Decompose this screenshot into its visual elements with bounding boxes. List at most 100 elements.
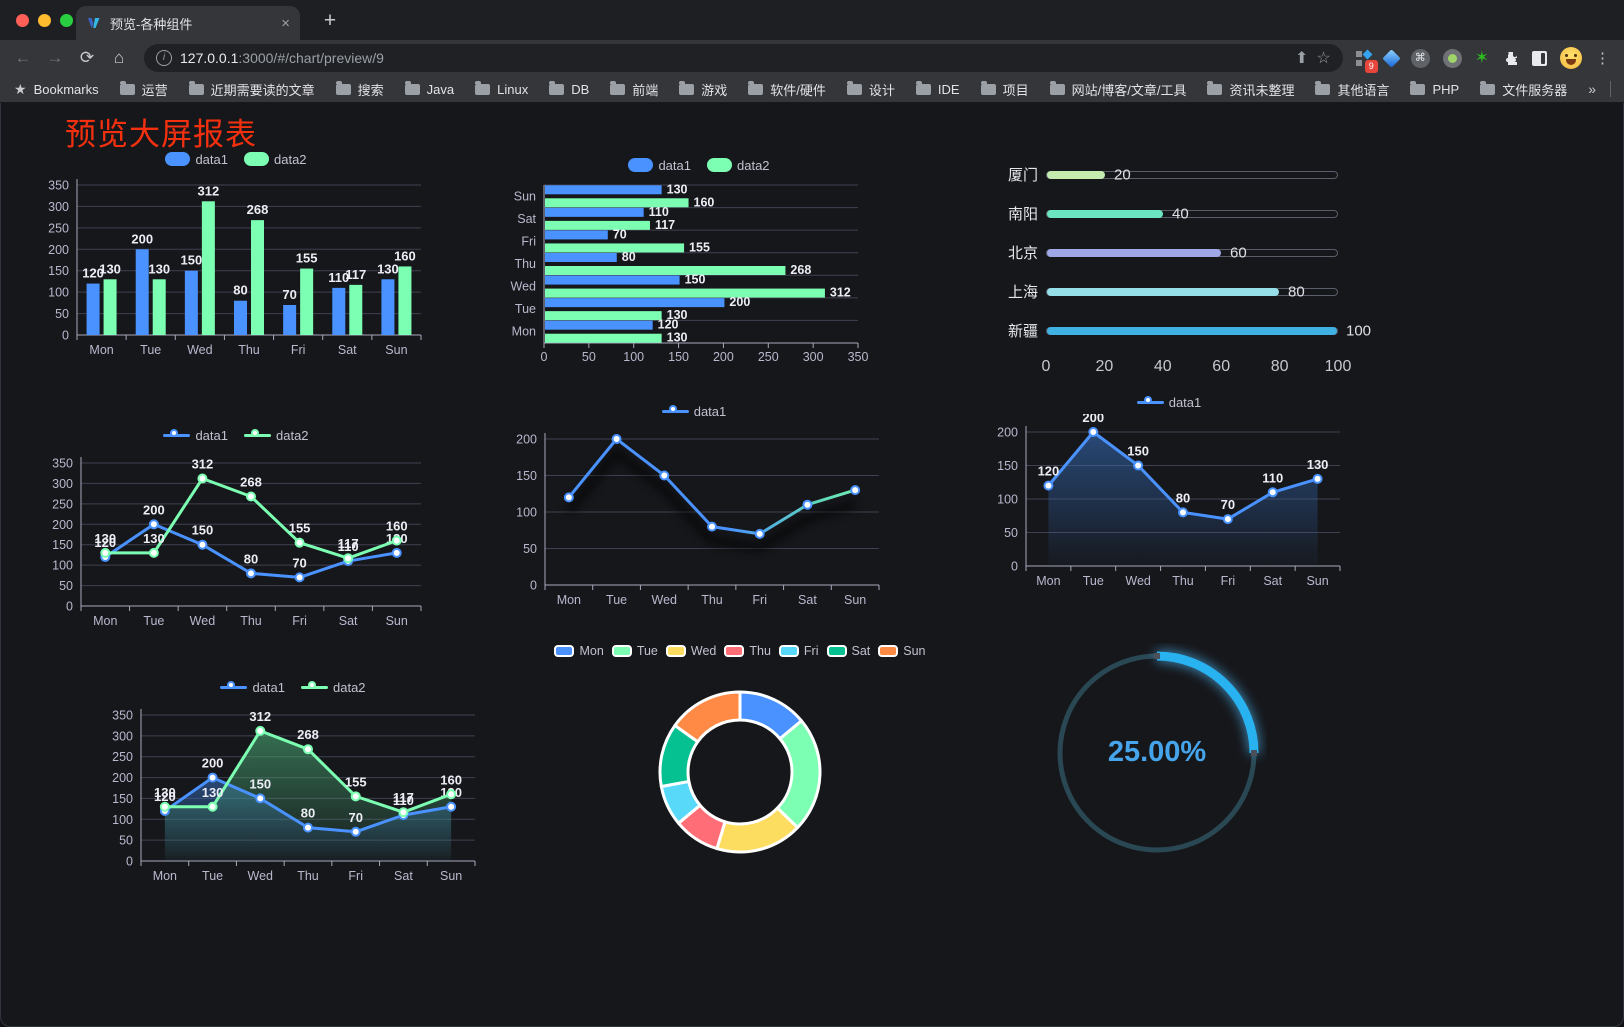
address-bar[interactable]: i 127.0.0.1:3000/#/chart/preview/9 ⬆ ☆ <box>144 44 1343 72</box>
back-icon[interactable]: ← <box>14 48 32 67</box>
legend-item[interactable]: data2 <box>244 152 307 167</box>
legend-item[interactable]: data1 <box>165 152 228 167</box>
svg-text:150: 150 <box>181 253 203 268</box>
bookmark-folder[interactable]: 游戏 <box>679 80 727 99</box>
svg-text:200: 200 <box>48 243 69 257</box>
svg-text:250: 250 <box>48 221 69 235</box>
legend-item[interactable]: Wed <box>665 644 716 658</box>
page-content: 预览大屏报表 data1 data2 0 50 100 150 200 250 300 350 Mo… <box>0 103 1624 1027</box>
menu-kebab-icon[interactable]: ⋮ <box>1595 50 1610 67</box>
legend-item[interactable]: data1 <box>220 680 285 695</box>
bookmark-folder[interactable]: DB <box>549 80 589 99</box>
command-extension-icon[interactable]: ⌘ <box>1410 48 1430 68</box>
legend-item[interactable]: data2 <box>244 428 309 443</box>
svg-text:Wed: Wed <box>1125 574 1151 588</box>
bookmark-folder[interactable]: 文件服务器 <box>1480 80 1567 99</box>
svg-text:150: 150 <box>249 776 271 791</box>
share-icon[interactable]: ⬆ <box>1295 50 1309 67</box>
svg-text:Sun: Sun <box>1306 574 1328 588</box>
url-text[interactable]: 127.0.0.1:3000/#/chart/preview/9 <box>180 50 384 66</box>
legend-item[interactable]: Sat <box>826 644 871 658</box>
bookmark-folder[interactable]: Linux <box>475 80 528 99</box>
progress-fill <box>1047 170 1105 179</box>
side-panel-icon[interactable] <box>1532 50 1547 66</box>
svg-text:130: 130 <box>99 261 121 276</box>
legend-label: Sun <box>903 644 926 658</box>
bookmark-folder[interactable]: 运营 <box>119 80 168 99</box>
svg-text:0: 0 <box>530 579 537 593</box>
minimize-window-button[interactable] <box>38 14 51 27</box>
bookmark-folder[interactable]: 资讯未整理 <box>1207 80 1294 99</box>
legend-item[interactable]: data1 <box>628 158 691 173</box>
bookmark-folder[interactable]: 软件/硬件 <box>748 80 826 99</box>
bookmarks-right: » 其他书签 <box>1588 80 1624 99</box>
progress-label: 厦门 <box>1007 167 1038 184</box>
close-window-button[interactable] <box>16 14 29 27</box>
svg-text:Tue: Tue <box>1083 574 1104 588</box>
bookmark-folder[interactable]: 网站/博客/文章/工具 <box>1049 80 1186 99</box>
bookmark-label: 搜索 <box>357 82 384 98</box>
profile-avatar[interactable] <box>1560 47 1582 69</box>
bookmark-folder[interactable]: 前端 <box>610 80 658 99</box>
bookmark-folder[interactable]: PHP <box>1410 80 1459 99</box>
svg-text:268: 268 <box>297 727 319 742</box>
legend-swatch <box>1136 395 1164 409</box>
legend-swatch <box>665 645 686 657</box>
legend-item[interactable]: data2 <box>301 680 366 695</box>
svg-text:70: 70 <box>1221 497 1235 512</box>
legend-item[interactable]: data1 <box>1136 395 1201 410</box>
page-info-icon[interactable]: i <box>156 50 172 66</box>
progress-row: 新疆 100 <box>994 311 1371 350</box>
tab-close-icon[interactable]: × <box>281 14 290 32</box>
legend-item[interactable]: Thu <box>724 644 771 658</box>
bookmark-folder[interactable]: 近期需要读的文章 <box>188 80 315 99</box>
bookmark-folder[interactable]: Java <box>404 80 455 99</box>
recorder-extension-icon[interactable] <box>1442 48 1462 68</box>
svg-text:130: 130 <box>667 182 688 196</box>
gem-extension-icon[interactable] <box>1382 48 1401 68</box>
svg-text:117: 117 <box>338 536 359 551</box>
svg-text:117: 117 <box>393 790 414 805</box>
forward-icon[interactable]: → <box>46 48 64 67</box>
svg-text:130: 130 <box>202 785 224 800</box>
legend-item[interactable]: Mon <box>554 644 604 658</box>
grid-extension-icon[interactable]: 9 <box>1355 49 1378 73</box>
legend-item[interactable]: Tue <box>611 644 658 658</box>
legend-swatch <box>628 158 654 172</box>
bookmark-folder[interactable]: 搜索 <box>335 80 384 99</box>
svg-text:130: 130 <box>154 785 176 800</box>
zoom-window-button[interactable] <box>60 14 73 27</box>
extensions-row: 9 ⌘ ✶ ⋮ <box>1355 47 1614 73</box>
bookmark-folder[interactable]: 其他语言 <box>1315 80 1389 99</box>
svg-text:Sat: Sat <box>394 869 413 883</box>
legend-item[interactable]: Fri <box>778 644 819 658</box>
legend-item[interactable]: data2 <box>707 158 770 173</box>
legend-swatch <box>707 158 732 172</box>
legend-item[interactable]: data1 <box>661 404 726 419</box>
svg-text:200: 200 <box>143 502 165 517</box>
bookmark-star-icon[interactable]: ☆ <box>1316 50 1331 67</box>
reload-icon[interactable]: ⟳ <box>79 48 95 67</box>
browser-tab[interactable]: 预览-各种组件 × <box>76 6 300 40</box>
progress-value: 80 <box>1288 283 1305 300</box>
svg-text:100: 100 <box>52 559 73 573</box>
bookmark-folder[interactable]: 设计 <box>846 80 895 99</box>
svg-text:50: 50 <box>523 542 537 556</box>
bookmarks-root[interactable]: ★ Bookmarks <box>14 81 99 98</box>
bookmark-folder[interactable]: IDE <box>915 80 960 99</box>
new-tab-button[interactable]: + <box>323 9 337 32</box>
legend-item[interactable]: Sun <box>878 644 926 658</box>
svg-text:0: 0 <box>1011 560 1018 574</box>
progress-value: 40 <box>1172 205 1189 222</box>
home-icon[interactable]: ⌂ <box>113 48 125 67</box>
bookmarks-overflow-chevron[interactable]: » <box>1588 81 1597 97</box>
bookmark-folder[interactable]: 项目 <box>980 80 1029 99</box>
bookmark-label: Java <box>426 81 455 97</box>
legend-item[interactable]: data1 <box>163 428 228 443</box>
legend-label: data2 <box>276 427 309 443</box>
svg-text:117: 117 <box>655 218 675 232</box>
puzzle-extensions-icon[interactable] <box>1502 50 1519 67</box>
green-star-extension-icon[interactable]: ✶ <box>1474 48 1489 67</box>
legend-label: Sat <box>851 644 871 658</box>
svg-text:200: 200 <box>997 426 1018 440</box>
